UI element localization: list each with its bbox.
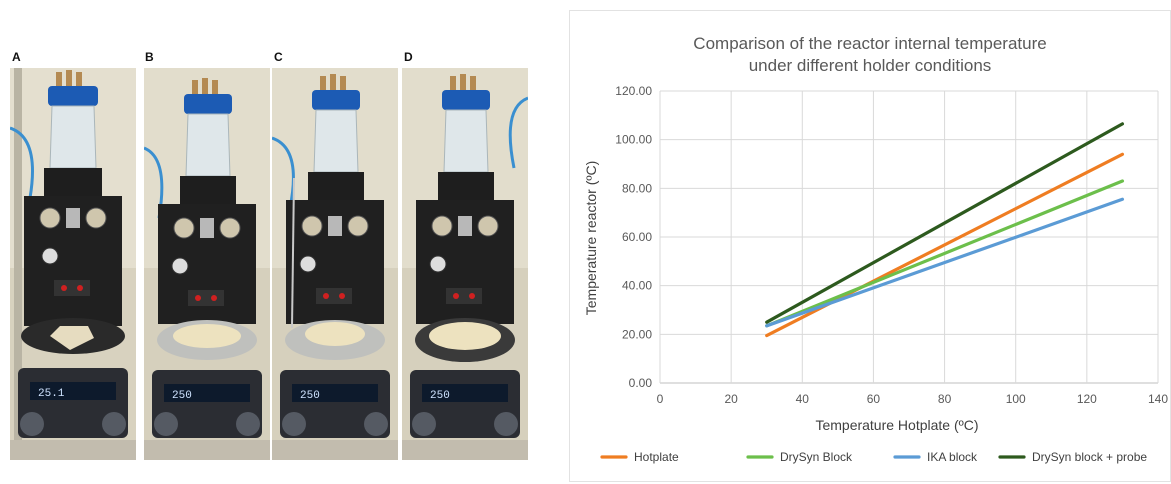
reactor-photo-c: 250 — [272, 68, 398, 460]
photo-panel-b: 250 — [144, 68, 270, 460]
tick-labels: 0.00 20.00 40.00 60.00 80.00 100.00 120.00 0 20 4… — [615, 84, 1168, 406]
x-tick-label: 120 — [1077, 392, 1097, 406]
line-chart: 0.00 20.00 40.00 60.00 80.00 100.00 120.00 0 20 4… — [583, 34, 1168, 464]
legend-label-2: DrySyn Block — [780, 450, 853, 464]
legend-label-1: Hotplate — [634, 450, 679, 464]
y-tick-label: 100.00 — [615, 133, 652, 147]
y-tick-label: 20.00 — [622, 327, 652, 341]
x-tick-label: 20 — [724, 392, 738, 406]
y-tick-label: 80.00 — [622, 181, 652, 195]
panel-label-b: B — [145, 50, 154, 64]
chart-container: 0.00 20.00 40.00 60.00 80.00 100.00 120.00 0 20 4… — [569, 10, 1171, 482]
display-readout-a: 25.1 — [38, 388, 65, 400]
photo-figure: A B C D 25.1 — [0, 0, 540, 484]
reactor-photo-b: 250 — [144, 68, 270, 460]
reactor-photo-d: 250 — [402, 68, 528, 460]
photo-panel-d: 250 — [402, 68, 528, 460]
x-tick-label: 40 — [796, 392, 810, 406]
panel-label-c: C — [274, 50, 283, 64]
chart-title-line-1: Comparison of the reactor internal tempe… — [693, 34, 1046, 53]
x-axis-label: Temperature Hotplate (ºC) — [815, 417, 978, 433]
series-line-4 — [765, 122, 1125, 324]
x-tick-label: 80 — [938, 392, 952, 406]
display-readout-b: 250 — [172, 390, 192, 402]
display-readout-d: 250 — [430, 390, 450, 402]
legend: Hotplate DrySyn Block IKA block DrySyn bloc… — [600, 450, 1147, 464]
y-tick-label: 0.00 — [629, 376, 653, 390]
y-tick-label: 60.00 — [622, 230, 652, 244]
display-readout-c: 250 — [300, 390, 320, 402]
chart-title-line-2: under different holder conditions — [749, 56, 992, 75]
x-tick-label: 100 — [1006, 392, 1026, 406]
y-axis-label: Temperature reactor (ºC) — [583, 161, 599, 316]
legend-label-4: DrySyn block + probe — [1032, 450, 1147, 464]
series-lines — [765, 122, 1125, 338]
x-tick-label: 0 — [657, 392, 664, 406]
gridlines — [659, 90, 1159, 384]
x-tick-label: 60 — [867, 392, 881, 406]
y-tick-label: 120.00 — [615, 84, 652, 98]
panel-label-a: A — [12, 50, 21, 64]
legend-label-3: IKA block — [927, 450, 978, 464]
reactor-photo-a: 25.1 — [10, 68, 136, 460]
series-line-3 — [765, 197, 1125, 328]
series-line-2 — [765, 179, 1125, 328]
photo-panel-a: 25.1 — [10, 68, 136, 460]
y-tick-label: 40.00 — [622, 279, 652, 293]
panel-label-d: D — [404, 50, 413, 64]
x-tick-label: 140 — [1148, 392, 1168, 406]
photo-panel-c: 250 — [272, 68, 398, 460]
